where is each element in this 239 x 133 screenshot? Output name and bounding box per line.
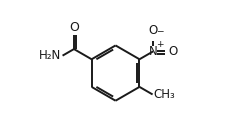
Text: +: +: [156, 40, 163, 49]
Text: O: O: [69, 21, 79, 34]
Text: −: −: [156, 26, 163, 35]
Text: N: N: [149, 45, 158, 58]
Text: O: O: [168, 45, 177, 58]
Text: O: O: [149, 24, 158, 37]
Text: CH₃: CH₃: [154, 88, 175, 101]
Text: H₂N: H₂N: [39, 49, 61, 62]
